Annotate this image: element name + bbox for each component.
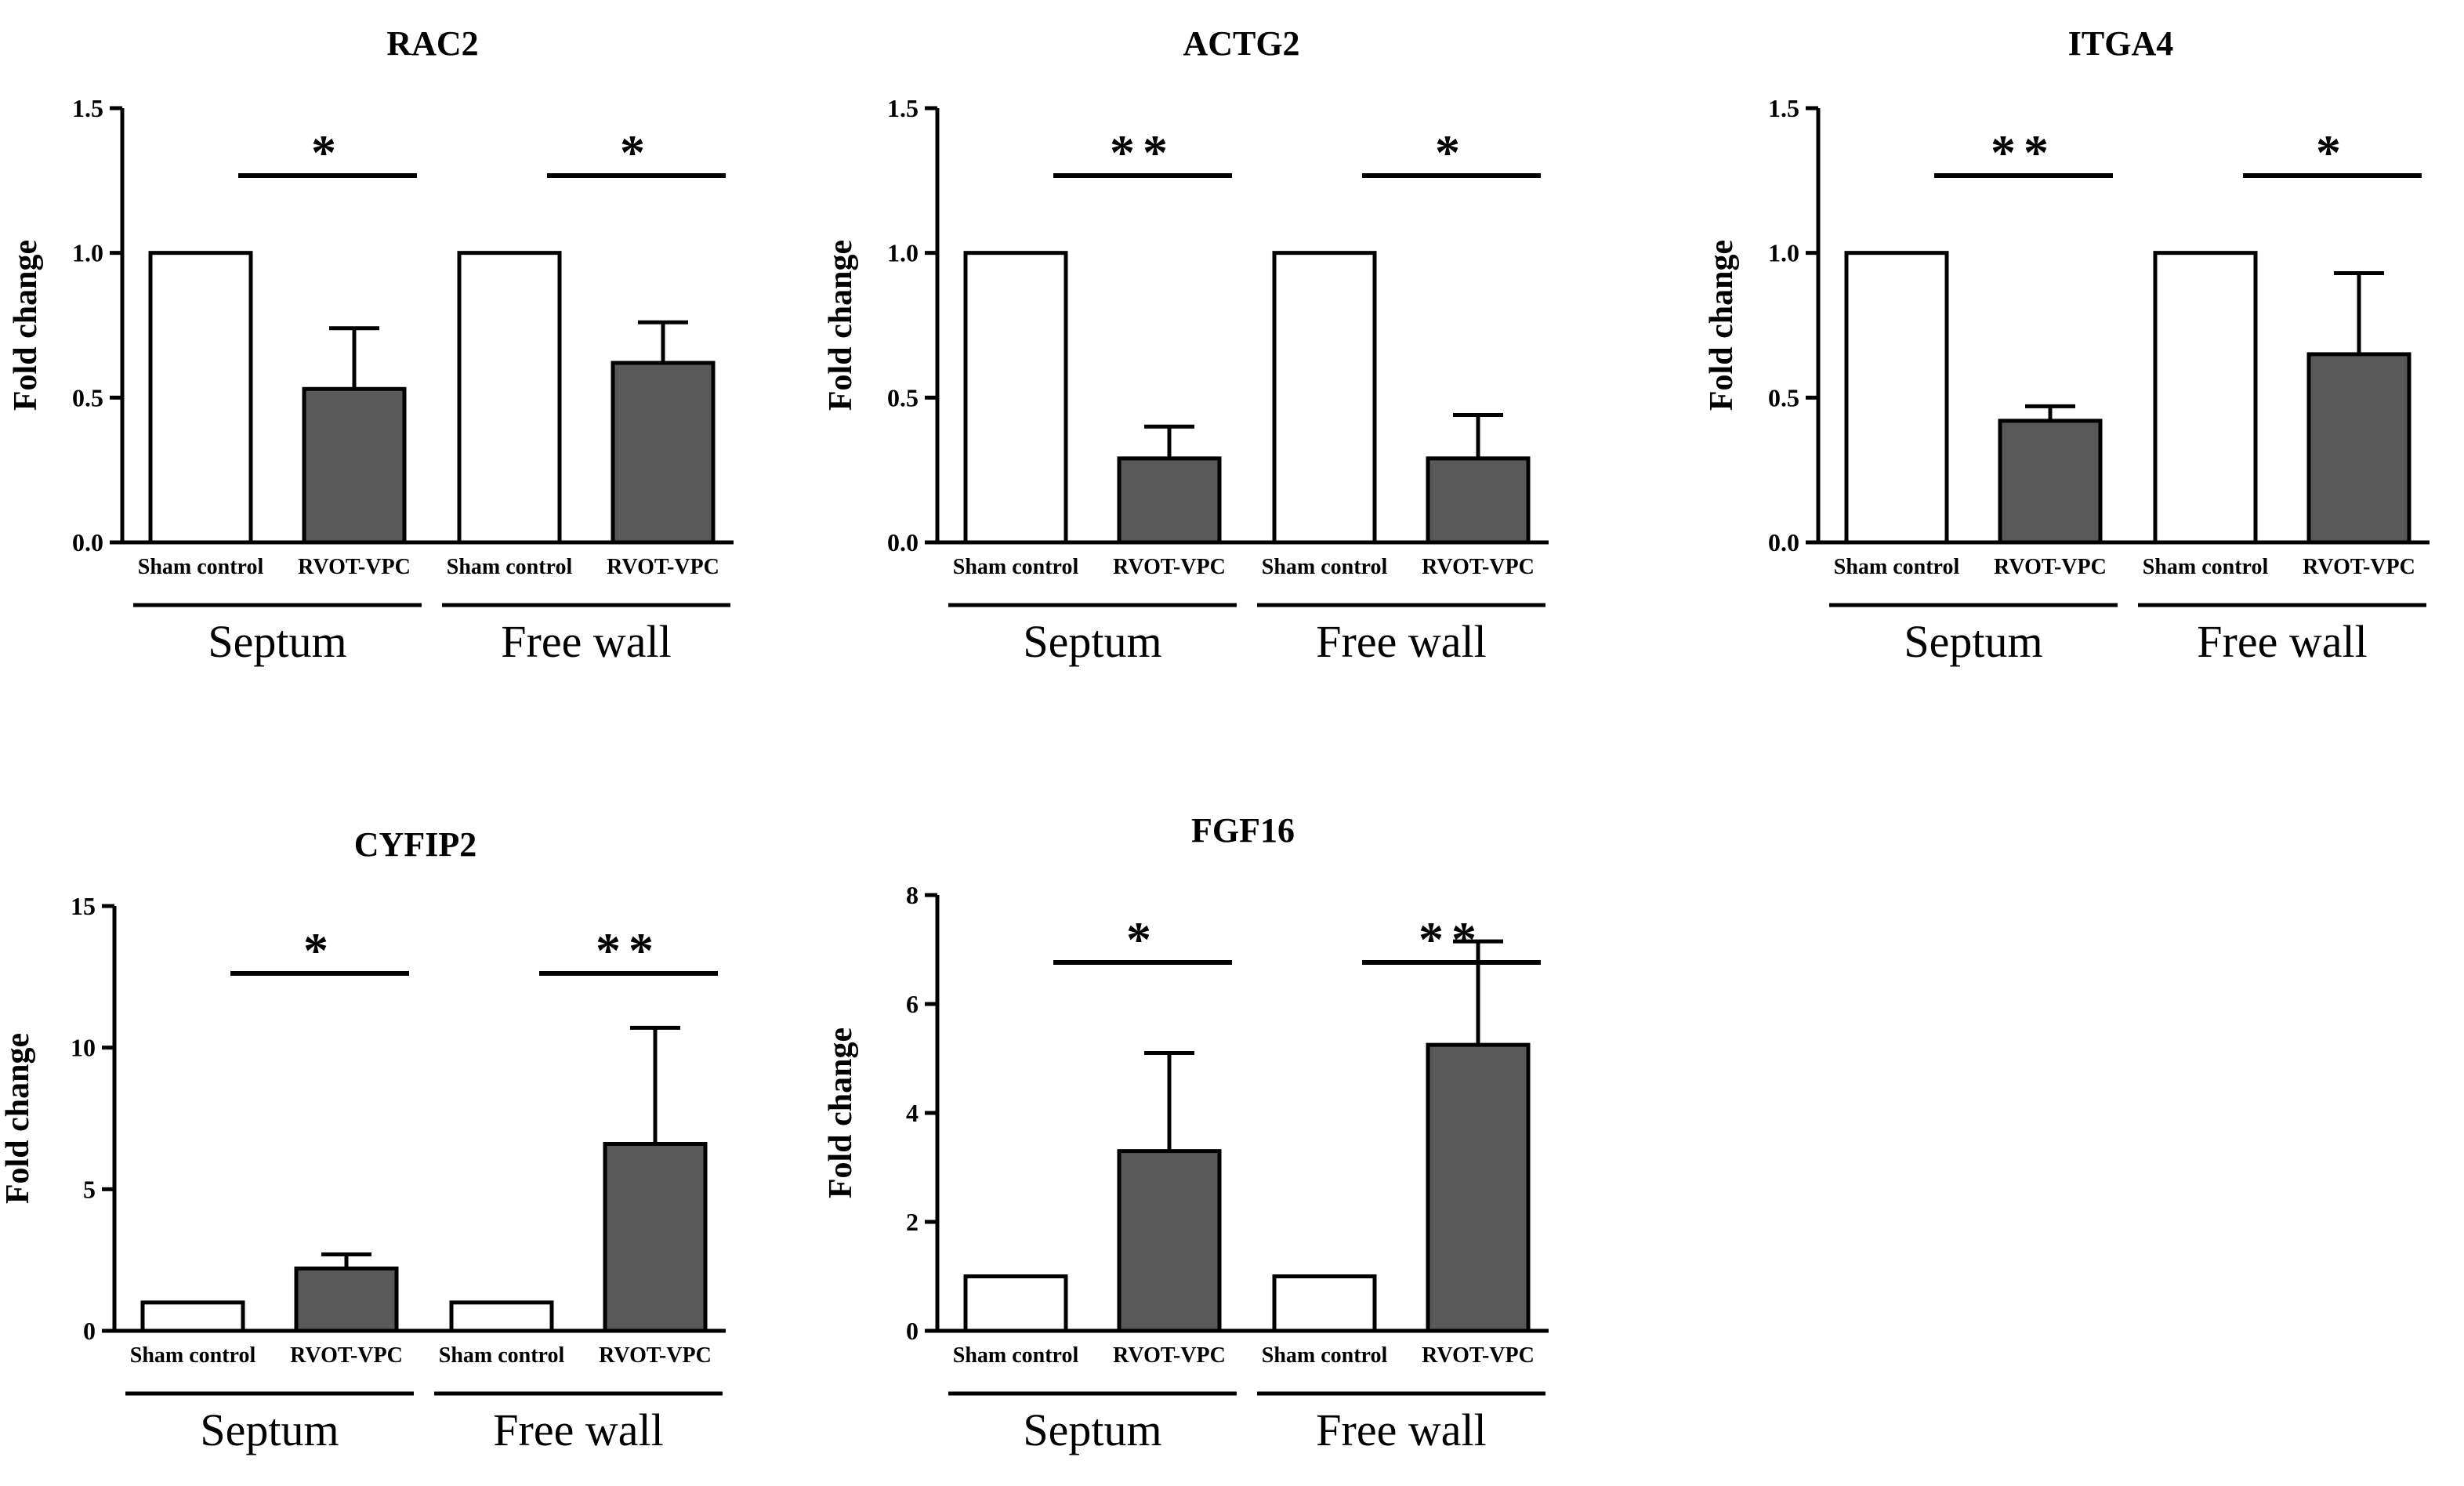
y-axis-label: Fold change [0,1033,36,1204]
category-label: RVOT-VPC [607,555,719,579]
category-label: RVOT-VPC [2303,555,2415,579]
category-label: Sham control [1834,555,1960,579]
y-tick-label: 4 [906,1099,919,1127]
y-tick-label: 8 [906,881,919,909]
bar-rvot-vpc [611,361,716,545]
y-tick-label: 0.0 [1768,528,1799,556]
bar-rvot-vpc [1117,1149,1222,1333]
category-label: Sham control [1262,1343,1388,1368]
group-label: Septum [1023,1404,1161,1455]
bar-sham-control [2153,251,2258,545]
significance-marker: * [620,125,653,180]
y-tick-label: 2 [906,1208,919,1236]
category-label: Sham control [138,555,264,579]
chart-title: FGF16 [1191,811,1295,850]
group-label: Free wall [1316,616,1486,667]
significance-marker: ** [1991,125,2056,180]
y-tick-label: 10 [71,1034,96,1062]
significance-marker: ** [1419,912,1484,967]
y-axis-label: Fold change [823,240,859,411]
y-tick-label: 0.0 [72,528,103,556]
group-label: Free wall [501,616,671,667]
category-label: Sham control [953,555,1079,579]
category-label: RVOT-VPC [1113,555,1226,579]
y-tick-label: 0 [83,1317,96,1345]
bar-sham-control [148,251,253,545]
category-label: Sham control [2143,555,2269,579]
y-tick-label: 1.0 [72,239,103,267]
bar-sham-control [1272,1274,1377,1333]
bar-sham-control [963,251,1068,545]
category-label: Sham control [130,1343,256,1368]
y-axis-label: Fold change [8,240,44,411]
significance-marker: ** [1110,125,1176,180]
y-tick-label: 0.5 [887,383,919,411]
bar-rvot-vpc [302,386,407,545]
group-label: Free wall [1316,1404,1486,1455]
y-tick-label: 1.0 [1768,239,1799,267]
y-tick-label: 0.5 [1768,383,1799,411]
category-label: Sham control [953,1343,1079,1368]
significance-marker: * [303,922,336,978]
chart-panel-rac2: RAC2 0.0 0.5 1.0 1.5 Fold change Sham control R… [8,24,734,667]
chart-title: RAC2 [386,24,478,63]
category-label: Sham control [1262,555,1388,579]
bar-sham-control [1844,251,1949,545]
category-label: RVOT-VPC [290,1343,403,1368]
significance-marker: * [1435,125,1468,180]
chart-panel-fgf16: FGF16 0 2 4 6 8 Fold change Sham control RVOT-VP… [823,811,1549,1455]
group-label: Septum [1023,616,1161,667]
chart-title: ITGA4 [2068,24,2173,63]
significance-marker: * [2316,125,2349,180]
category-label: RVOT-VPC [1994,555,2107,579]
bar-rvot-vpc [1426,456,1531,545]
group-label: Septum [1904,616,2042,667]
bar-rvot-vpc [1117,456,1222,545]
category-label: RVOT-VPC [298,555,411,579]
y-tick-label: 1.0 [887,239,919,267]
category-label: RVOT-VPC [1422,555,1535,579]
significance-marker: ** [596,922,661,978]
bar-rvot-vpc [603,1142,708,1333]
y-tick-label: 5 [83,1175,96,1203]
bar-rvot-vpc [2306,352,2411,545]
chart-title: ACTG2 [1183,24,1299,63]
bar-sham-control [449,1300,554,1333]
y-tick-label: 0.0 [887,528,919,556]
category-label: RVOT-VPC [1113,1343,1226,1368]
group-label: Free wall [493,1404,663,1455]
category-label: RVOT-VPC [599,1343,712,1368]
group-label: Septum [208,616,346,667]
significance-marker: * [1126,912,1159,967]
y-tick-label: 15 [71,892,96,920]
group-label: Free wall [2197,616,2367,667]
chart-panel-itga4: ITGA4 0.0 0.5 1.0 1.5 Fold change Sham control… [1704,24,2430,667]
y-tick-label: 1.5 [887,94,919,122]
chart-panel-cyfip2: CYFIP2 0 5 10 15 Fold change Sham control RVOT-… [0,825,726,1455]
bar-rvot-vpc [1998,419,2103,545]
bar-rvot-vpc [294,1267,399,1333]
chart-title: CYFIP2 [354,825,476,864]
bar-sham-control [963,1274,1068,1333]
y-tick-label: 1.5 [72,94,103,122]
group-label: Septum [200,1404,339,1455]
y-tick-label: 6 [906,990,919,1018]
y-axis-label: Fold change [1704,240,1740,411]
category-label: Sham control [439,1343,565,1368]
y-axis-label: Fold change [823,1028,859,1198]
bar-sham-control [457,251,562,545]
chart-panel-actg2: ACTG2 0.0 0.5 1.0 1.5 Fold change Sham control… [823,24,1549,667]
bar-sham-control [140,1300,245,1333]
category-label: Sham control [447,555,573,579]
y-tick-label: 1.5 [1768,94,1799,122]
bar-rvot-vpc [1426,1042,1531,1333]
y-tick-label: 0.5 [72,383,103,411]
bar-sham-control [1272,251,1377,545]
significance-marker: * [311,125,344,180]
y-tick-label: 0 [906,1317,919,1345]
category-label: RVOT-VPC [1422,1343,1535,1368]
